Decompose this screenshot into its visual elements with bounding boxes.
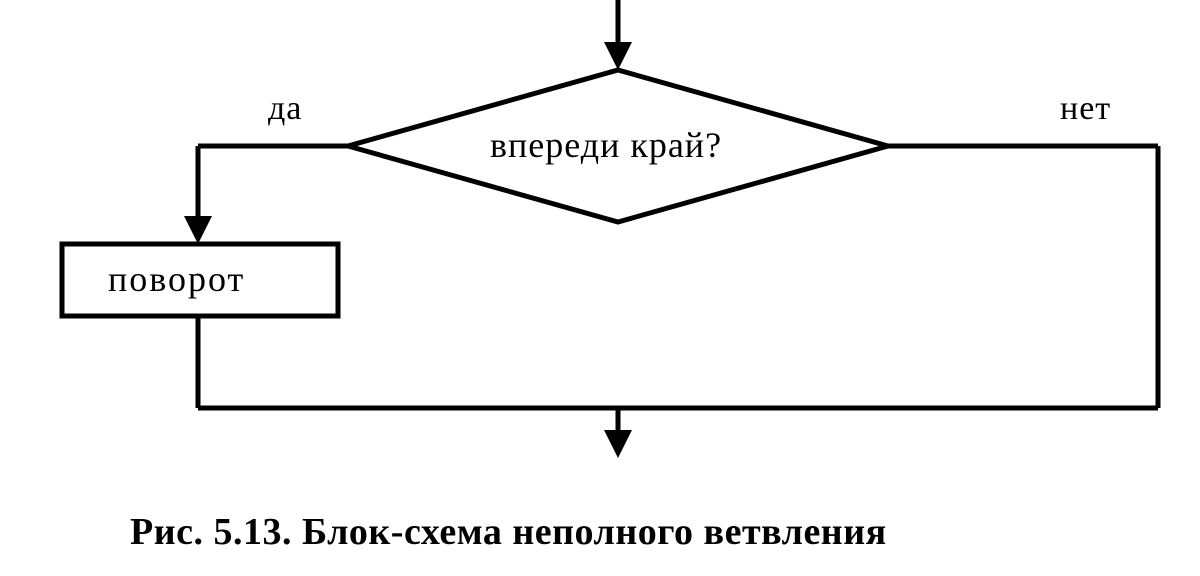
no-label: нет — [1060, 90, 1111, 128]
figure-caption: Рис. 5.13. Блок-схема неполного ветвлени… — [130, 510, 887, 554]
arrow-yes — [184, 216, 212, 244]
decision-label: впереди край? — [490, 124, 722, 166]
yes-label: да — [268, 90, 302, 128]
flowchart-canvas: впереди край? да нет поворот Рис. 5.13. … — [0, 0, 1200, 576]
arrow-entry — [604, 42, 632, 70]
arrow-exit — [604, 430, 632, 458]
process-label: поворот — [108, 258, 245, 300]
